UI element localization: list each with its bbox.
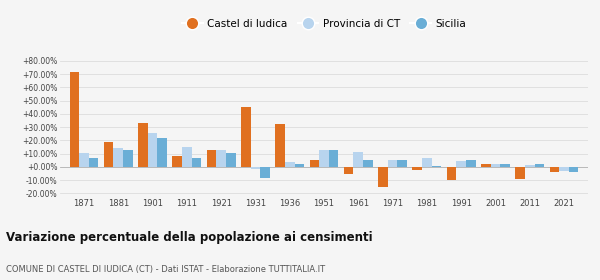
Bar: [569, 167, 578, 172]
Bar: [481, 164, 491, 167]
Bar: [422, 158, 431, 167]
Bar: [525, 165, 535, 167]
Bar: [447, 167, 457, 180]
Bar: [457, 161, 466, 167]
Bar: [123, 150, 133, 167]
Bar: [515, 167, 525, 179]
Bar: [79, 153, 89, 167]
Bar: [251, 167, 260, 169]
Legend: Castel di Iudica, Provincia di CT, Sicilia: Castel di Iudica, Provincia di CT, Sicil…: [178, 15, 470, 33]
Bar: [285, 162, 295, 167]
Text: COMUNE DI CASTEL DI IUDICA (CT) - Dati ISTAT - Elaborazione TUTTITALIA.IT: COMUNE DI CASTEL DI IUDICA (CT) - Dati I…: [6, 265, 325, 274]
Bar: [89, 158, 98, 167]
Bar: [559, 167, 569, 171]
Bar: [191, 158, 201, 167]
Bar: [172, 156, 182, 167]
Bar: [550, 167, 559, 172]
Bar: [138, 123, 148, 167]
Text: Variazione percentuale della popolazione ai censimenti: Variazione percentuale della popolazione…: [6, 231, 373, 244]
Bar: [491, 164, 500, 167]
Bar: [329, 150, 338, 167]
Bar: [310, 160, 319, 167]
Bar: [113, 148, 123, 167]
Bar: [157, 138, 167, 167]
Bar: [412, 167, 422, 170]
Bar: [70, 72, 79, 167]
Bar: [275, 124, 285, 167]
Bar: [353, 152, 363, 167]
Bar: [295, 164, 304, 167]
Bar: [535, 164, 544, 167]
Bar: [500, 164, 510, 167]
Bar: [363, 160, 373, 167]
Bar: [226, 153, 236, 167]
Bar: [466, 160, 476, 167]
Bar: [260, 167, 270, 178]
Bar: [182, 147, 191, 167]
Bar: [344, 167, 353, 174]
Bar: [217, 150, 226, 167]
Bar: [431, 166, 441, 167]
Bar: [207, 150, 217, 167]
Bar: [104, 143, 113, 167]
Bar: [319, 150, 329, 167]
Bar: [378, 167, 388, 187]
Bar: [388, 160, 397, 167]
Bar: [397, 160, 407, 167]
Bar: [148, 133, 157, 167]
Bar: [241, 107, 251, 167]
